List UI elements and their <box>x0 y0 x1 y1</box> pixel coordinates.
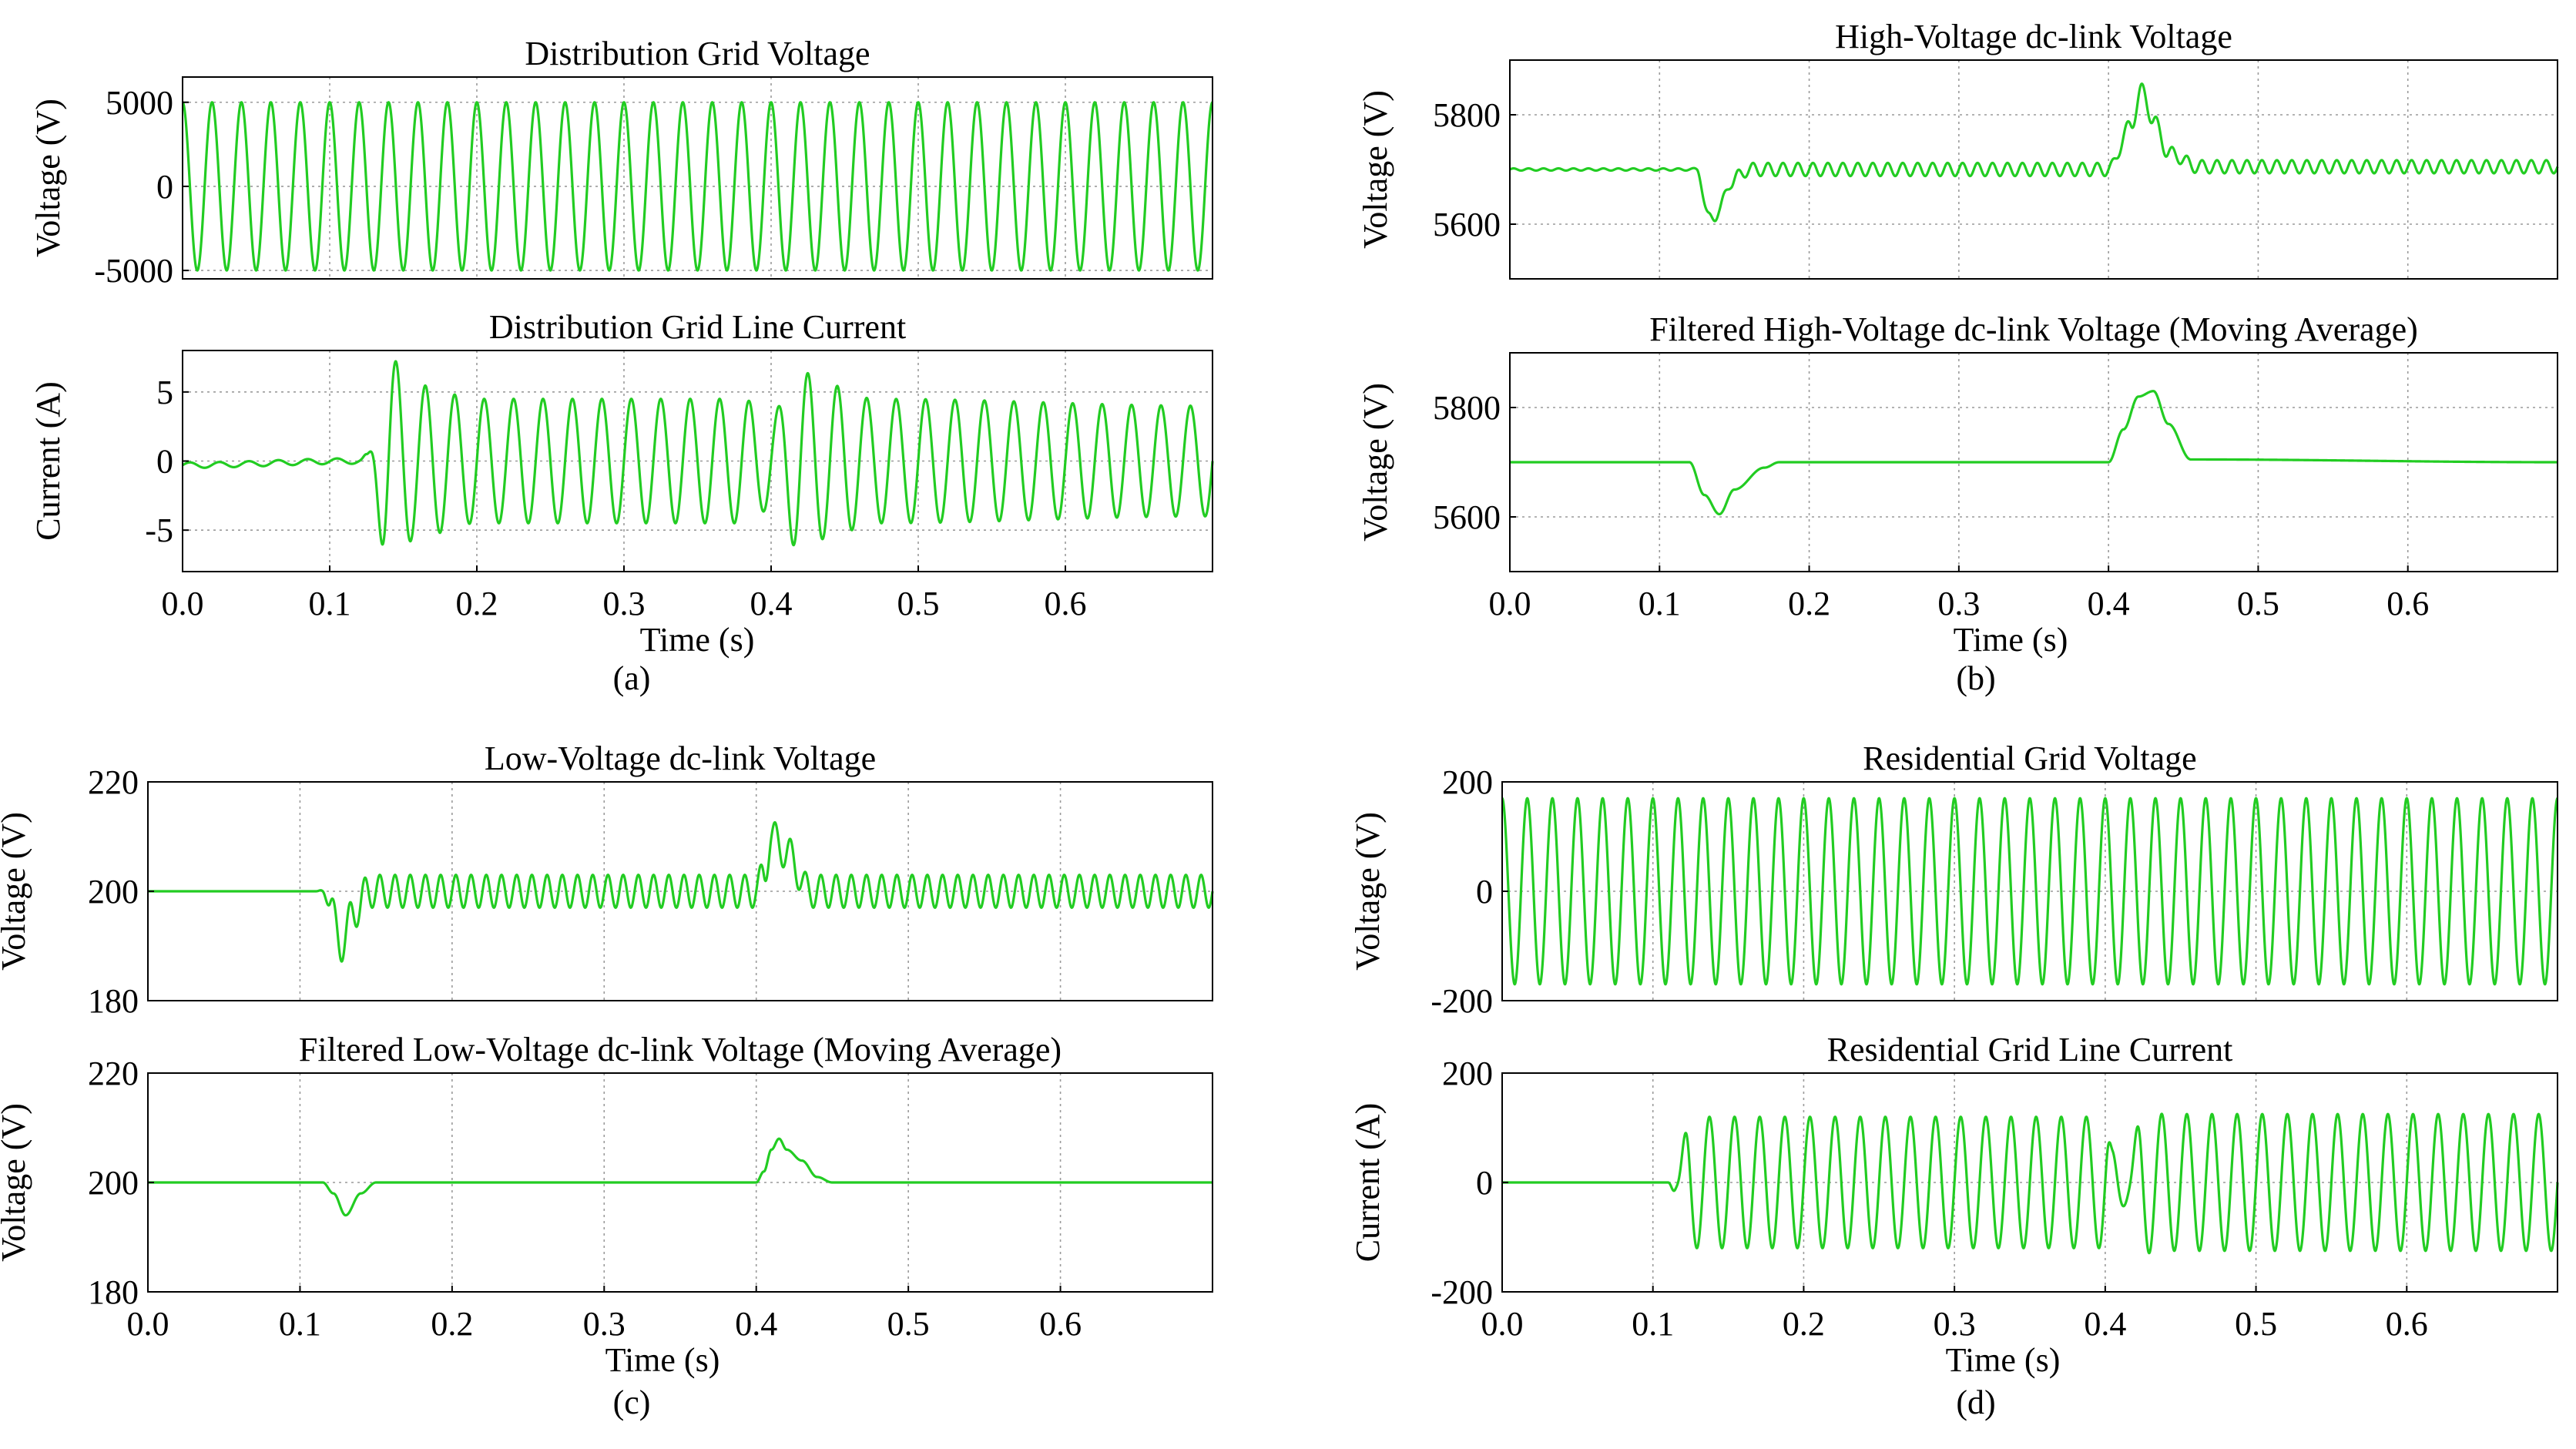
chart-b2: Filtered High-Voltage dc-link Voltage (M… <box>1357 310 2558 622</box>
chart-title: Filtered High-Voltage dc-link Voltage (M… <box>1649 310 2418 348</box>
y-tick-label: 180 <box>88 1273 139 1311</box>
plot-frame <box>1509 59 2558 280</box>
y-tick-label: 5 <box>156 374 173 411</box>
x-axis-label: Time (s) <box>605 1341 720 1379</box>
chart-c1: Low-Voltage dc-link Voltage Voltage (V) 18… <box>0 740 1214 1020</box>
series-line-a2 <box>182 360 1214 547</box>
x-axis-label: Time (s) <box>1954 621 2068 659</box>
y-axis-label: Voltage (V) <box>1357 90 1394 249</box>
chart-title: Distribution Grid Line Current <box>489 308 906 346</box>
x-tick-label: 0.2 <box>431 1305 473 1343</box>
x-tick-label: 0.4 <box>750 585 793 622</box>
y-tick-label: 5800 <box>1433 96 1501 134</box>
y-tick-label: 5000 <box>106 84 173 122</box>
x-tick-label: 0.5 <box>2237 585 2279 622</box>
y-tick-label: 220 <box>88 1055 139 1092</box>
series-line-d2 <box>1502 1112 2559 1255</box>
x-tick-label: 0.6 <box>1039 1305 1082 1343</box>
x-tick-label: 0.4 <box>735 1305 777 1343</box>
x-tick-label: 0.2 <box>1783 1305 1825 1343</box>
y-tick-label: 200 <box>1442 763 1493 801</box>
y-tick-label: 5600 <box>1433 206 1501 243</box>
y-tick-label: -5000 <box>94 252 173 290</box>
x-axis-label: Time (s) <box>1946 1341 2061 1379</box>
x-tick-label: 0.1 <box>1632 1305 1674 1343</box>
series-line-b1 <box>1509 82 2559 223</box>
y-tick-label: 0 <box>1476 1164 1493 1202</box>
y-tick-label: -200 <box>1431 982 1493 1020</box>
chart-title: Filtered Low-Voltage dc-link Voltage (Mo… <box>299 1031 1062 1068</box>
series-line-c1 <box>148 820 1214 963</box>
x-tick-label: 0.5 <box>897 585 940 622</box>
panel-label-c: (c) <box>613 1384 651 1421</box>
y-tick-label: 0 <box>156 168 173 206</box>
y-tick-label: 200 <box>1442 1055 1493 1092</box>
plot-frame <box>182 76 1213 280</box>
x-tick-label: 0.3 <box>1934 1305 1976 1343</box>
y-tick-label: -200 <box>1431 1273 1493 1311</box>
x-tick-label: 0.2 <box>1788 585 1830 622</box>
chart-title: Low-Voltage dc-link Voltage <box>485 740 876 777</box>
x-tick-label: 0.6 <box>1045 585 1087 622</box>
chart-title: Distribution Grid Voltage <box>525 35 870 72</box>
x-tick-label: 0.4 <box>2088 585 2130 622</box>
y-tick-label: 200 <box>88 1164 139 1202</box>
x-tick-label: 0.0 <box>1489 585 1531 622</box>
y-axis-label: Voltage (V) <box>1349 812 1387 971</box>
x-tick-label: 0.3 <box>603 585 646 622</box>
panel-label-d: (d) <box>1956 1384 1995 1421</box>
x-tick-label: 0.6 <box>2386 1305 2428 1343</box>
y-axis-label: Voltage (V) <box>0 812 32 971</box>
chart-a1: Distribution Grid Voltage Voltage (V) -500… <box>29 35 1213 290</box>
x-tick-label: 0.0 <box>127 1305 169 1343</box>
x-tick-label: 0.1 <box>1639 585 1681 622</box>
x-tick-label: 0.3 <box>583 1305 626 1343</box>
chart-b1: High-Voltage dc-link Voltage Voltage (V) 5… <box>1357 18 2559 280</box>
y-axis-label: Voltage (V) <box>1357 383 1394 542</box>
chart-a2: Distribution Grid Line Current Current (A… <box>29 308 1214 622</box>
x-tick-label: 0.1 <box>279 1305 321 1343</box>
x-tick-label: 0.1 <box>309 585 351 622</box>
chart-title: Residential Grid Line Current <box>1827 1031 2233 1068</box>
y-tick-label: 220 <box>88 763 139 801</box>
x-tick-label: 0.4 <box>2084 1305 2126 1343</box>
y-axis-label: Current (A) <box>1349 1103 1387 1263</box>
plot-frame <box>1509 352 2558 572</box>
y-tick-label: -5 <box>145 512 173 549</box>
x-tick-label: 0.0 <box>162 585 204 622</box>
x-tick-label: 0.6 <box>2386 585 2429 622</box>
y-tick-label: 5600 <box>1433 498 1501 536</box>
y-axis-label: Voltage (V) <box>0 1103 32 1262</box>
x-tick-label: 0.3 <box>1937 585 1980 622</box>
x-tick-label: 0.0 <box>1481 1305 1524 1343</box>
series-line-b2 <box>1510 390 2558 516</box>
series-line-a1 <box>182 101 1213 272</box>
chart-title: Residential Grid Voltage <box>1863 740 2196 777</box>
y-tick-label: 200 <box>88 873 139 911</box>
panel-label-a: (a) <box>613 659 651 697</box>
x-tick-label: 0.2 <box>456 585 498 622</box>
x-axis-label: Time (s) <box>640 621 755 659</box>
chart-d2: Residential Grid Line Current Current (A)… <box>1349 1031 2559 1343</box>
y-axis-label: Current (A) <box>29 381 67 541</box>
y-tick-label: 0 <box>1476 873 1493 911</box>
x-tick-label: 0.5 <box>887 1305 930 1343</box>
y-tick-label: 0 <box>156 443 173 481</box>
x-tick-label: 0.5 <box>2235 1305 2277 1343</box>
series-line-c2 <box>148 1137 1213 1217</box>
panel-label-b: (b) <box>1956 659 1995 697</box>
chart-title: High-Voltage dc-link Voltage <box>1835 18 2232 55</box>
chart-d1: Residential Grid Voltage Voltage (V) -200 0… <box>1349 740 2559 1020</box>
y-tick-label: 180 <box>88 982 139 1020</box>
chart-c2: Filtered Low-Voltage dc-link Voltage (Mo… <box>0 1031 1213 1343</box>
y-axis-label: Voltage (V) <box>29 99 67 257</box>
y-tick-label: 5800 <box>1433 389 1501 427</box>
plot-frame <box>1501 781 2558 1001</box>
series-line-d1 <box>1501 797 2559 986</box>
